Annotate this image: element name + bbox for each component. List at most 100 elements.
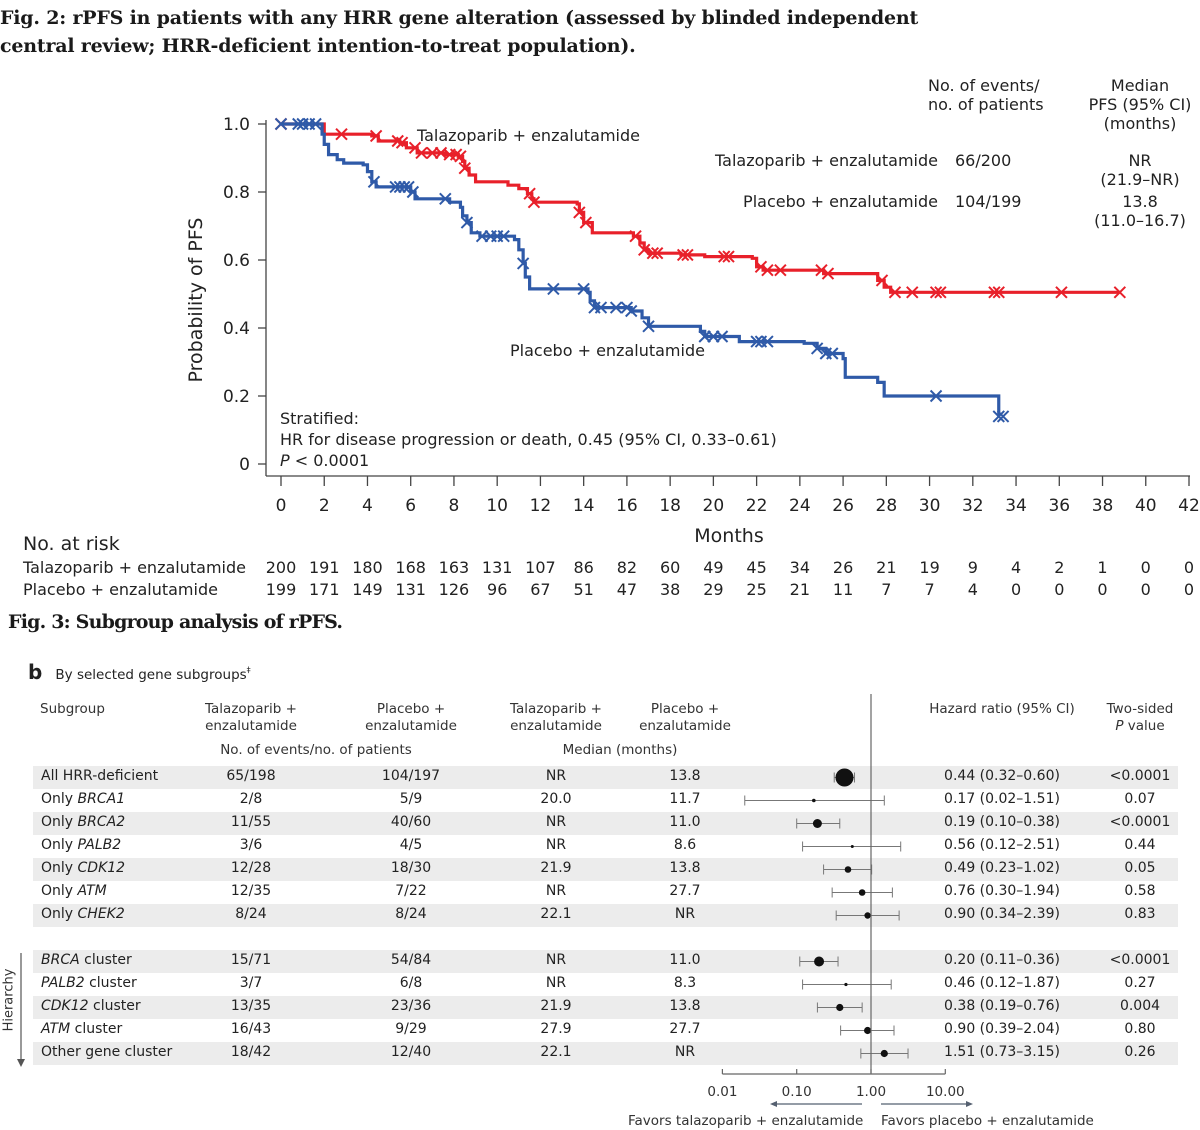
- at-risk-value: 191: [308, 558, 340, 577]
- at-risk-value: 60: [659, 558, 681, 577]
- subgroup-gene: BRCA2: [77, 814, 126, 830]
- km-censor-mark: [761, 335, 774, 348]
- at-risk-value: 126: [438, 580, 470, 599]
- at-risk-talazoparib-label: Talazoparib + enzalutamide: [23, 558, 246, 577]
- subgroup-suffix: cluster: [84, 975, 137, 991]
- km-x-tick-label: 14: [573, 496, 595, 516]
- header-subgroup: Subgroup: [40, 701, 105, 717]
- km-censor-mark: [888, 286, 902, 299]
- km-censor-mark: [594, 301, 608, 314]
- at-risk-value: 163: [438, 558, 470, 577]
- subgroup-prefix: Only: [41, 860, 78, 876]
- at-risk-value: 168: [395, 558, 426, 577]
- fig3-title: Fig. 3: Subgroup analysis of rPFS.: [8, 611, 343, 633]
- header-tal-median: Talazoparib + enzalutamide: [510, 701, 602, 735]
- favors-left-arrow-icon: [770, 1101, 777, 1107]
- km-censor-mark: [637, 243, 651, 257]
- km-censor-mark: [929, 389, 943, 403]
- km-censor-mark: [398, 180, 411, 194]
- summary-row-placebo-median: 13.8 (11.0–16.7): [1080, 192, 1200, 230]
- cell-p: 0.004: [1119, 998, 1161, 1014]
- km-censor-mark: [929, 286, 943, 299]
- km-censor-mark: [523, 187, 536, 200]
- header-tal-events: Talazoparib + enzalutamide: [205, 701, 297, 735]
- cell-pla: 5/9: [399, 791, 423, 807]
- at-risk-value: 21: [876, 558, 897, 577]
- at-risk-value: 29: [703, 580, 724, 599]
- km-censor-mark: [573, 206, 586, 219]
- cell-p: <0.0001: [1109, 952, 1171, 968]
- median-header-line3: (months): [1103, 114, 1177, 133]
- forest-table-row: Only BRCA1 2/8 5/9 20.0 11.7 0.17 (0.02–1.51)…: [33, 789, 1178, 812]
- subgroup-label: Only PALB2: [41, 837, 121, 853]
- km-x-tick-label: 32: [962, 496, 984, 516]
- cell-pla-median: 8.6: [673, 837, 697, 853]
- at-risk-value: 9: [967, 558, 978, 577]
- hr-annotation: Stratified: HR for disease progression o…: [280, 408, 777, 471]
- subgroup-suffix: Other gene cluster: [41, 1044, 173, 1060]
- subgroup-suffix: cluster: [88, 998, 141, 1014]
- curve-label-placebo: Placebo + enzalutamide: [510, 341, 705, 360]
- cell-tal-median: 20.0: [540, 791, 572, 807]
- km-censor-mark: [625, 304, 638, 318]
- forest-table-row: Only CDK12 12/28 18/30 21.9 13.8 0.49 (0.23–1…: [33, 858, 1178, 881]
- cell-pla: 104/197: [381, 768, 441, 784]
- talazoparib-median-ci: (21.9–NR): [1100, 170, 1180, 189]
- km-censor-mark: [335, 127, 348, 141]
- km-y-axis-label: Probability of PFS: [185, 218, 207, 383]
- cell-pla: 40/60: [390, 814, 432, 830]
- km-x-tick-label: 42: [1178, 496, 1200, 516]
- km-x-tick-label: 20: [703, 496, 725, 516]
- km-censor-mark: [774, 263, 787, 277]
- km-x-tick-label: 12: [530, 496, 552, 516]
- summary-row-talazoparib-median: NR (21.9–NR): [1080, 151, 1200, 189]
- km-censor-mark: [815, 263, 828, 277]
- cell-pla-median: 13.8: [669, 860, 701, 876]
- subgroup-label: PALB2 cluster: [41, 975, 137, 991]
- cell-p: 0.26: [1124, 1044, 1156, 1060]
- at-risk-value: 7: [924, 580, 935, 599]
- cell-hr-text: 0.19 (0.10–0.38): [944, 814, 1060, 830]
- subgroup-prefix: Only: [41, 883, 78, 899]
- km-censor-mark: [754, 260, 768, 274]
- header-pla-median-l1: Placebo +: [650, 701, 720, 717]
- cell-pla: 18/30: [390, 860, 432, 876]
- km-x-tick-label: 36: [1048, 496, 1070, 516]
- summary-row-talazoparib-arm: Talazoparib + enzalutamide: [715, 151, 938, 170]
- subgroup-label: ATM cluster: [41, 1021, 122, 1037]
- cell-tal-median: 21.9: [540, 998, 572, 1014]
- cell-hr-text: 0.76 (0.30–1.94): [944, 883, 1060, 899]
- median-header-line2: PFS (95% CI): [1088, 95, 1192, 114]
- at-risk-value: 25: [746, 580, 767, 599]
- cell-hr-text: 0.90 (0.34–2.39): [944, 906, 1060, 922]
- cell-p: 0.07: [1124, 791, 1156, 807]
- forest-x-tick-label: 0.01: [707, 1084, 737, 1100]
- km-censor-mark: [292, 117, 305, 131]
- km-censor-mark: [415, 146, 428, 160]
- cell-tal: 65/198: [226, 768, 276, 784]
- at-risk-value: 107: [525, 558, 556, 577]
- summary-row-talazoparib-events: 66/200: [955, 151, 1012, 170]
- cell-hr-text: 0.17 (0.02–1.51): [944, 791, 1060, 807]
- subgroup-prefix: Only: [41, 837, 78, 853]
- header-tal-median-l2: enzalutamide: [510, 718, 602, 734]
- cell-hr-text: 0.20 (0.11–0.36): [944, 952, 1060, 968]
- cell-pla-median: 13.8: [669, 998, 701, 1014]
- at-risk-value: 0: [1010, 580, 1022, 599]
- cell-pla: 9/29: [395, 1021, 427, 1037]
- cell-p: 0.80: [1124, 1021, 1156, 1037]
- at-risk-value: 131: [481, 558, 513, 577]
- forest-table-row: All HRR-deficient 65/198 104/197 NR 13.8 0.44…: [33, 766, 1178, 789]
- cell-pla-median: 27.7: [669, 1021, 701, 1037]
- events-header-line1: No. of events/: [928, 76, 1040, 95]
- km-censor-mark: [577, 282, 590, 296]
- cell-tal: 12/28: [230, 860, 272, 876]
- hr-annotation-line1: Stratified:: [280, 409, 359, 428]
- subgroup-label: Other gene cluster: [41, 1044, 172, 1060]
- cell-tal: 15/71: [230, 952, 272, 968]
- km-censor-mark: [395, 136, 409, 149]
- km-censor-mark: [761, 263, 774, 277]
- header-p-value-l2: P value: [1107, 718, 1174, 735]
- panel-title-footnote-mark: ‡: [246, 665, 251, 675]
- cell-tal-median: 22.1: [540, 906, 572, 922]
